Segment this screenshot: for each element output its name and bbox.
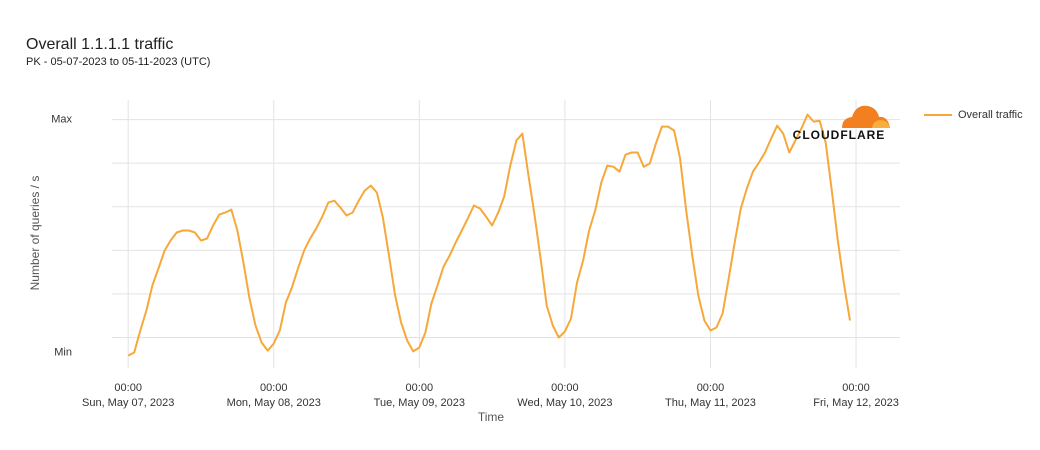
logo-text: CLOUDFLARE (793, 128, 886, 142)
x-tick-label: Thu, May 11, 2023 (665, 397, 756, 409)
y-tick-label: Max (51, 114, 72, 126)
x-tick-label: Fri, May 12, 2023 (813, 397, 899, 409)
x-tick-label: 00:00 (697, 382, 725, 394)
x-tick-label: 00:00 (406, 382, 434, 394)
x-tick-label: 00:00 (842, 382, 870, 394)
traffic-line (127, 113, 851, 357)
chart-subtitle: PK - 05-07-2023 to 05-11-2023 (UTC) (26, 56, 210, 68)
logo-cloud-light (872, 120, 890, 128)
chart-title: Overall 1.1.1.1 traffic (26, 36, 173, 53)
cloudflare-logo: CLOUDFLARE (793, 105, 890, 142)
x-tick-label: Sun, May 07, 2023 (82, 397, 174, 409)
y-axis-label: Number of queries / s (28, 176, 42, 291)
y-tick-label: Min (54, 347, 72, 359)
x-tick-label: 00:00 (260, 382, 288, 394)
x-tick-label: 00:00 (114, 382, 142, 394)
x-tick-label: Tue, May 09, 2023 (374, 397, 465, 409)
x-tick-label: Wed, May 10, 2023 (517, 397, 612, 409)
x-axis-label: Time (478, 410, 505, 424)
x-tick-label: 00:00 (551, 382, 579, 394)
legend-label: Overall traffic (958, 109, 1023, 121)
x-tick-label: Mon, May 08, 2023 (227, 397, 321, 409)
